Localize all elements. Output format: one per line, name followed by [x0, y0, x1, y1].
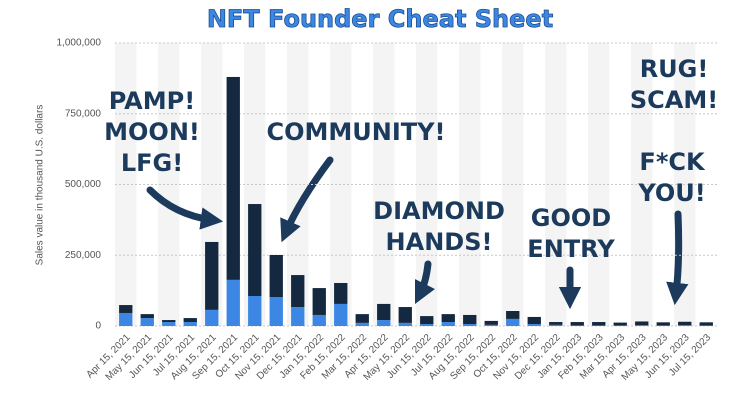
annotation: DIAMOND — [373, 197, 505, 225]
bar — [549, 322, 563, 325]
band — [115, 43, 137, 326]
bar — [549, 324, 563, 326]
bar — [570, 325, 584, 326]
y-tick-label: 0 — [95, 321, 101, 332]
bar — [613, 322, 627, 326]
bar — [570, 322, 584, 326]
bar — [678, 325, 692, 326]
chart-title: NFT Founder Cheat Sheet — [207, 5, 553, 33]
bar — [355, 314, 369, 323]
bar — [635, 325, 649, 326]
bar — [527, 316, 541, 325]
arrow — [666, 210, 689, 306]
bar — [656, 322, 670, 326]
bar — [162, 320, 176, 323]
bar — [140, 318, 154, 326]
bar — [312, 288, 326, 315]
bar — [441, 322, 455, 326]
annotation: HANDS! — [386, 228, 493, 256]
y-tick-label: 250,000 — [65, 250, 102, 261]
bar — [420, 324, 434, 326]
bar — [420, 316, 434, 325]
band — [459, 43, 481, 326]
bar — [377, 303, 391, 321]
annotation: LFG! — [121, 149, 183, 177]
bar — [463, 324, 477, 326]
bar — [678, 321, 692, 326]
bar — [699, 322, 713, 326]
y-tick-label: 750,000 — [65, 108, 102, 119]
annotation: ENTRY — [527, 235, 615, 263]
arrow — [414, 260, 436, 305]
bar — [527, 324, 541, 326]
arrow — [280, 156, 334, 243]
bar — [183, 322, 197, 326]
bar — [248, 296, 262, 326]
bar — [398, 322, 412, 326]
bar — [656, 325, 670, 326]
y-axis-label: Sales value in thousand U.S. dollars — [35, 105, 46, 266]
bar — [506, 318, 520, 326]
annotation: YOU! — [637, 179, 705, 207]
bar — [269, 297, 283, 326]
bar — [635, 321, 649, 326]
bar — [291, 307, 305, 326]
bar — [334, 303, 348, 326]
bar — [355, 322, 369, 326]
bar — [248, 204, 262, 297]
bar — [226, 76, 240, 280]
bar — [205, 241, 219, 310]
annotation: COMMUNITY! — [267, 118, 446, 146]
annotation: PAMP! — [109, 87, 195, 115]
bar — [484, 324, 498, 326]
arrows — [146, 156, 689, 310]
bar — [484, 320, 498, 325]
bar — [183, 318, 197, 323]
arrow — [146, 186, 224, 230]
bar — [140, 314, 154, 319]
annotation: SCAM! — [630, 86, 718, 114]
bar — [441, 314, 455, 323]
bar — [269, 254, 283, 298]
y-tick-label: 500,000 — [65, 179, 102, 190]
bar — [398, 307, 412, 323]
bar — [377, 320, 391, 326]
bar — [463, 314, 477, 325]
annotation: RUG! — [640, 55, 709, 83]
bar — [699, 325, 713, 326]
bar — [226, 279, 240, 326]
bar — [162, 322, 176, 326]
bar — [312, 314, 326, 326]
bar — [291, 275, 305, 308]
bar — [613, 325, 627, 326]
annotation: F*CK — [639, 148, 706, 176]
bar — [592, 322, 606, 326]
bar — [592, 325, 606, 326]
bar — [205, 309, 219, 326]
annotation: GOOD — [531, 204, 611, 232]
bar — [119, 312, 133, 326]
bar — [506, 311, 520, 319]
annotation: MOON! — [104, 118, 200, 146]
bar — [334, 282, 348, 304]
y-tick-label: 1,000,000 — [57, 38, 102, 49]
bar — [119, 305, 133, 313]
